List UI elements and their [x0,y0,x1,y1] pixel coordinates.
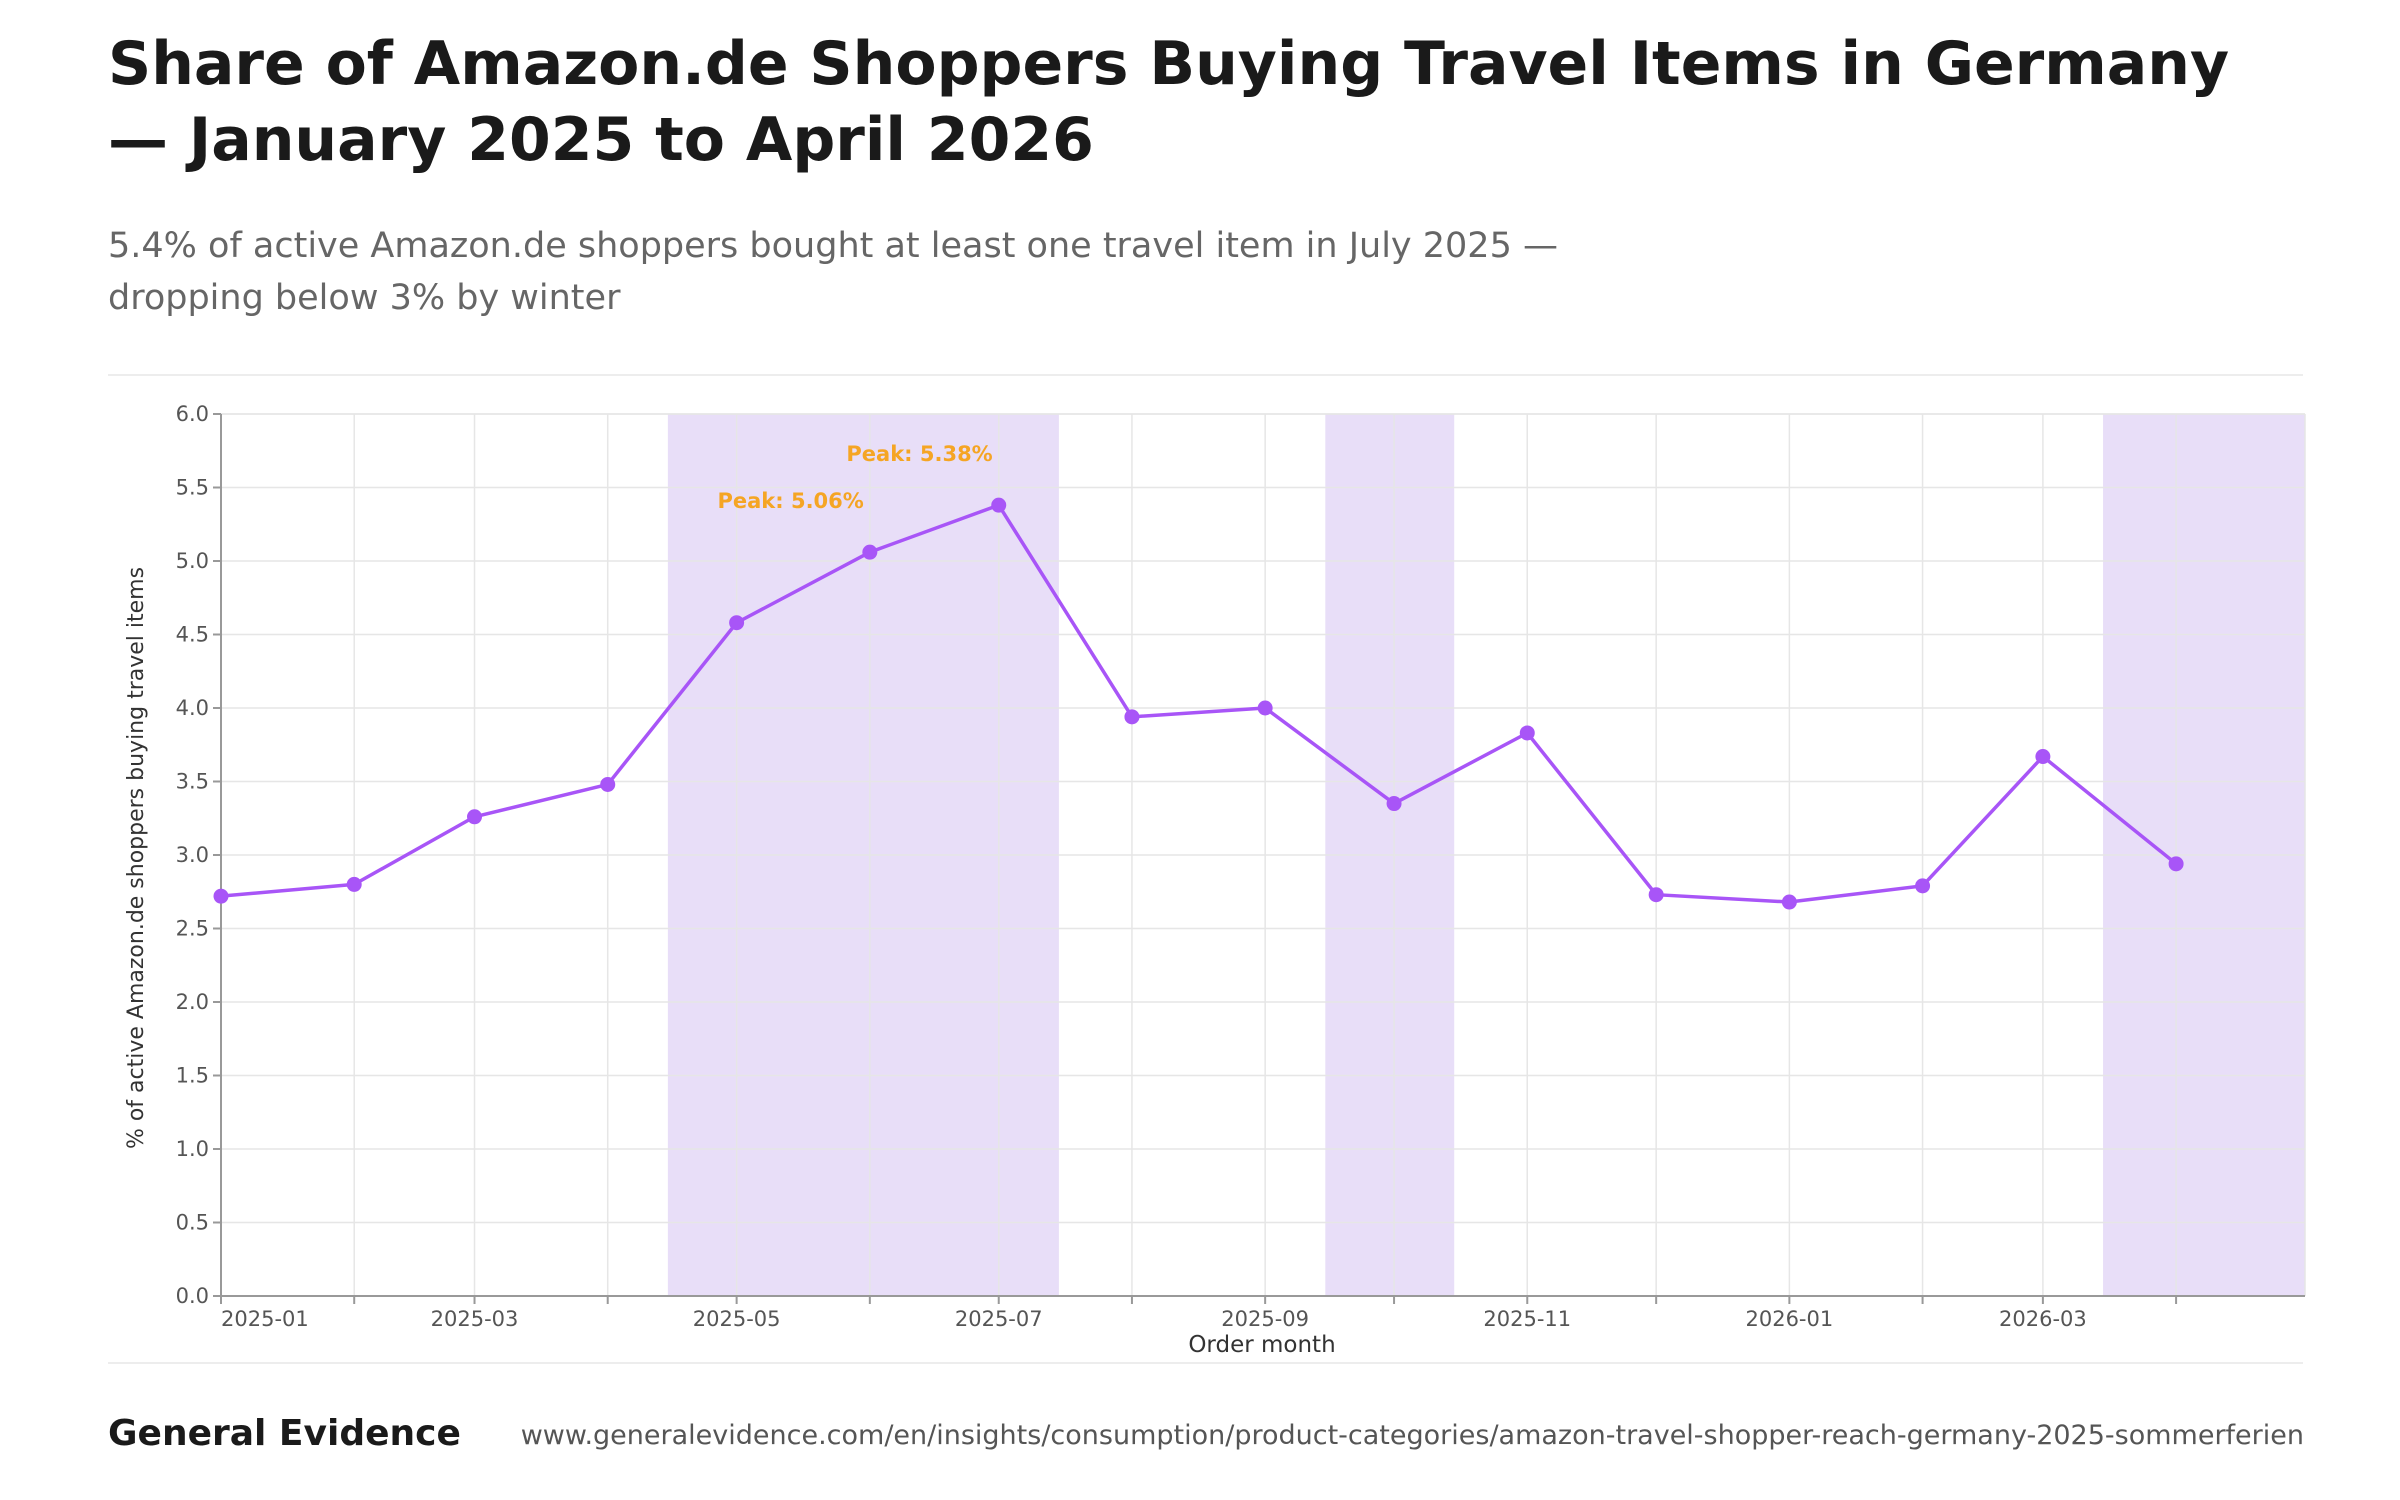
x-tick-labels: 2025-01 2025-03 2025-05 2025-07 2025-09 2025-… [221,1307,2087,1331]
data-point [862,544,878,560]
y-tick-label: 3.5 [176,770,209,794]
brand-logo-text: General Evidence [108,1413,461,1454]
y-axis-label: % of active Amazon.de shoppers buying tr… [124,567,149,1149]
data-series [213,497,2184,910]
annotations: Peak: 5.06% Peak: 5.38% [717,442,992,513]
peak-annotation: Peak: 5.06% [717,489,863,513]
data-point [1257,700,1273,716]
y-tick-labels: 0.0 0.5 1.0 1.5 2.0 2.5 3.0 3.5 4.0 4.5 5.0 5.5 6.0 [176,402,209,1308]
x-tick-label: 2025-01 [221,1307,309,1331]
header-divider [108,374,2303,376]
y-tick-label: 5.5 [176,476,209,500]
y-tick-label: 1.0 [176,1137,209,1161]
data-point [1386,796,1402,812]
x-tick-label: 2025-07 [955,1307,1043,1331]
x-tick-label: 2026-03 [1999,1307,2087,1331]
x-tick-label: 2025-11 [1483,1307,1571,1331]
x-tick-label: 2025-09 [1221,1307,1309,1331]
data-point [729,615,745,631]
data-point [1124,709,1140,725]
series-line [220,503,2178,904]
peak-annotation: Peak: 5.38% [846,442,992,466]
source-url[interactable]: www.generalevidence.com/en/insights/cons… [520,1420,2304,1451]
data-point [600,776,616,792]
y-tick-label: 0.5 [176,1211,209,1235]
data-point [213,888,229,904]
data-point [1781,894,1797,910]
data-point [2168,856,2184,872]
axes [213,413,2305,1304]
x-tick-label: 2026-01 [1745,1307,1833,1331]
y-tick-label: 2.5 [176,917,209,941]
chart-subtitle: 5.4% of active Amazon.de shoppers bought… [108,226,1558,318]
x-axis-label: Order month [1188,1332,1335,1358]
x-tick-label: 2025-03 [431,1307,519,1331]
chart-title: Share of Amazon.de Shoppers Buying Trave… [108,29,2230,175]
y-tick-label: 3.0 [176,843,209,867]
y-tick-label: 6.0 [176,402,209,426]
gridlines [220,413,2306,1297]
y-tick-label: 0.0 [176,1284,209,1308]
x-tick-label: 2025-05 [693,1307,781,1331]
footer-divider [108,1362,2303,1364]
data-point [346,876,362,892]
data-point [467,809,483,825]
data-point [2035,749,2051,765]
y-tick-label: 1.5 [176,1064,209,1088]
y-tick-label: 4.5 [176,623,209,647]
data-point [1648,887,1664,903]
y-tick-label: 2.0 [176,990,209,1014]
y-tick-label: 4.0 [176,696,209,720]
data-point [1519,725,1535,741]
data-point [1915,878,1931,894]
data-point [991,497,1007,513]
y-tick-label: 5.0 [176,549,209,573]
line-chart: 0.00.51.01.52.02.53.03.54.04.55.05.56.0 … [124,402,2306,1358]
